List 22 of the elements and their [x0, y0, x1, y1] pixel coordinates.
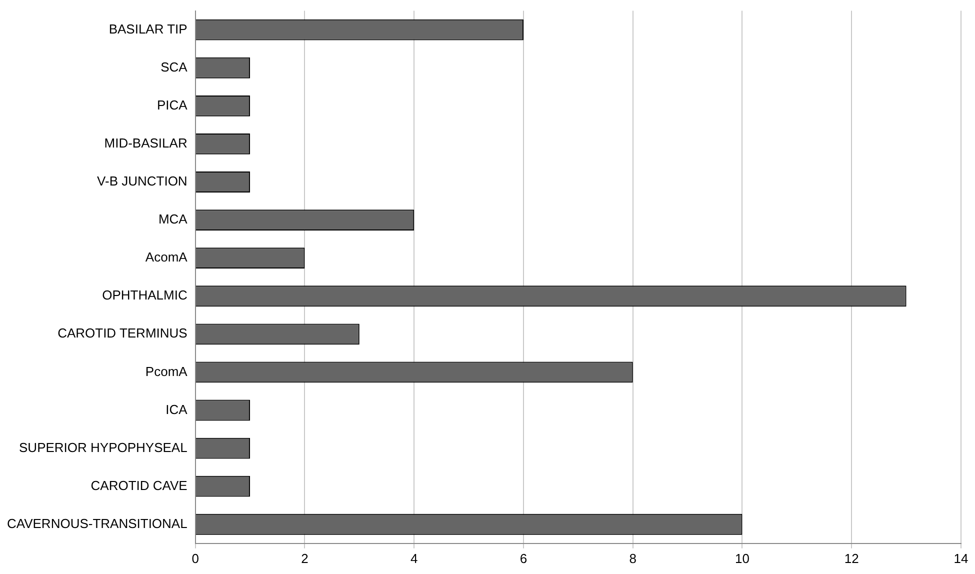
y-tick-label: SCA — [160, 59, 188, 74]
y-tick-label: CAROTID CAVE — [90, 478, 188, 493]
y-tick-label: OPHTHALMIC — [102, 288, 188, 303]
x-tick-label: 0 — [192, 550, 199, 566]
x-tick-label: 10 — [735, 550, 750, 566]
y-tick-label: CAVERNOUS-TRANSITIONAL — [6, 516, 188, 531]
y-tick-label: CAROTID TERMINUS — [58, 326, 188, 341]
x-tick-label: 8 — [629, 550, 636, 566]
y-tick-label: MID-BASILAR — [104, 136, 188, 151]
x-tick-label: 12 — [844, 550, 859, 566]
x-tick-label: 6 — [520, 550, 528, 566]
y-tick-label: MCA — [158, 212, 188, 227]
y-tick-label: BASILAR TIP — [108, 21, 188, 36]
y-tick-label: PcomA — [145, 364, 188, 379]
x-tick-label: 4 — [410, 550, 418, 566]
x-tick-label: 14 — [954, 550, 968, 566]
y-tick-label: V-B JUNCTION — [97, 174, 188, 189]
y-tick-label: AcomA — [145, 250, 188, 265]
y-tick-label: PICA — [156, 97, 188, 112]
y-tick-label: SUPERIOR HYPOPHYSEAL — [19, 440, 188, 455]
x-tick-label: 2 — [301, 550, 308, 566]
y-tick-label: ICA — [166, 402, 188, 417]
